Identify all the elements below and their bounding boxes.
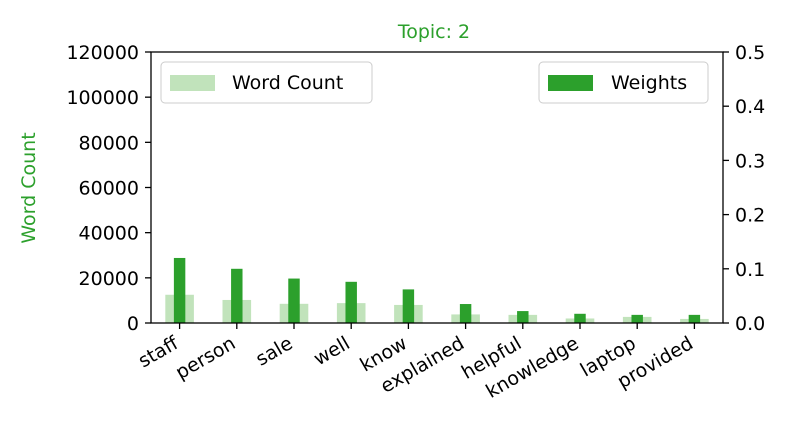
- weight-bar: [288, 278, 300, 323]
- y2-tick-label: 0.1: [735, 259, 765, 281]
- weight-bar: [459, 304, 472, 323]
- weight-bar: [402, 289, 415, 323]
- x-tick-label: sale: [252, 332, 296, 370]
- y-tick-label: 0: [127, 313, 139, 335]
- weight-bar: [231, 268, 243, 323]
- legend-box-word-count: [160, 61, 373, 104]
- weight-bar: [688, 314, 701, 323]
- y-tick-label: 120000: [66, 42, 139, 64]
- chart-title: Topic: 2: [397, 21, 470, 43]
- weight-bar: [345, 281, 357, 323]
- y2-tick-label: 0.5: [735, 42, 765, 64]
- legend-label-weights: Weights: [611, 72, 687, 94]
- y2-tick-label: 0.2: [735, 205, 765, 227]
- x-tick-label: well: [310, 332, 354, 370]
- weight-bar: [574, 313, 586, 323]
- y-tick-label: 80000: [79, 132, 139, 154]
- y-tick-label: 100000: [66, 87, 139, 109]
- x-tick-label: person: [172, 332, 239, 384]
- y2-tick-label: 0.0: [735, 313, 765, 335]
- legend-label-word-count: Word Count: [232, 72, 343, 94]
- weight-bar: [173, 257, 186, 323]
- y2-tick-label: 0.3: [735, 150, 765, 172]
- legend-swatch-weights: [548, 75, 593, 91]
- y-tick-label: 60000: [79, 178, 139, 200]
- y-tick-label: 40000: [79, 223, 139, 245]
- y-tick-label: 20000: [79, 268, 139, 290]
- weight-bar: [631, 314, 643, 323]
- plot-area: 0 20000 40000 60000 80000 100000 120000 0.0 0.1 0…: [66, 42, 765, 403]
- y2-tick-label: 0.4: [735, 96, 765, 118]
- y-axis-label: Word Count: [18, 132, 40, 243]
- weight-bar: [517, 311, 529, 323]
- legend-box-weights: [538, 61, 709, 104]
- legend-swatch-word-count: [170, 75, 215, 91]
